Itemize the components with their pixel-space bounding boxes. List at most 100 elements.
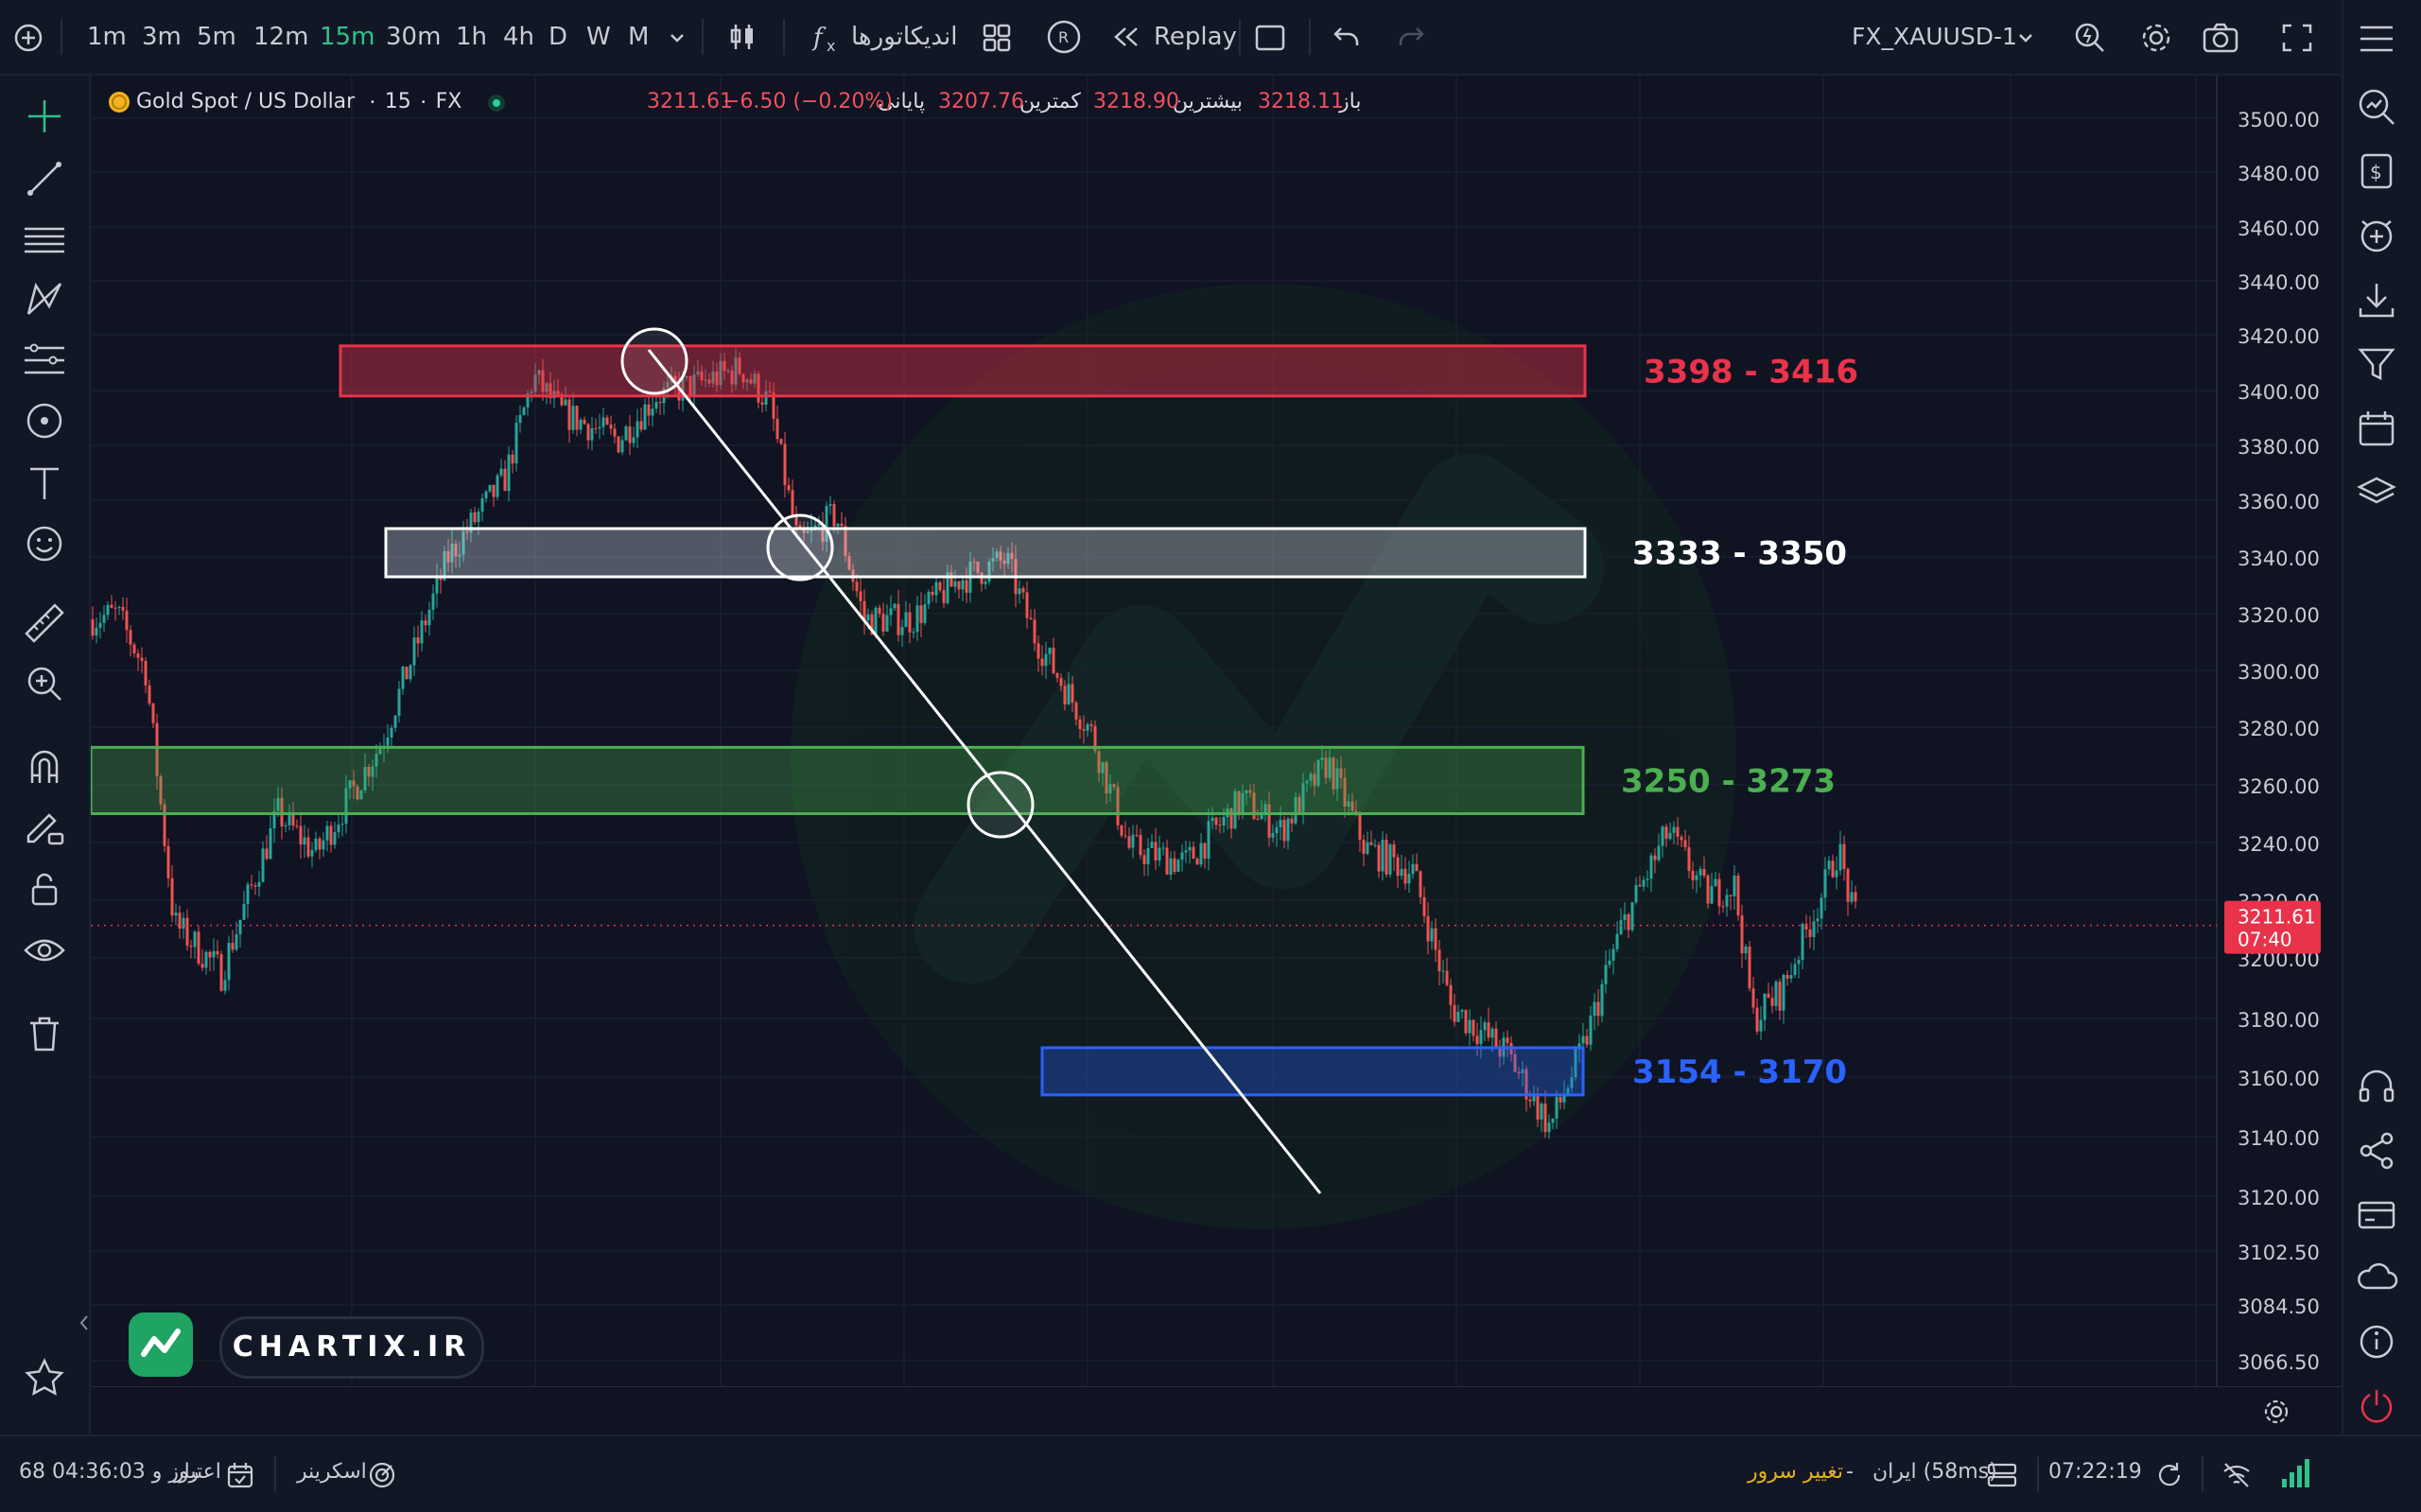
indicators-button[interactable]: اندیکاتورها [851, 23, 958, 51]
refresh-icon[interactable] [2154, 1460, 2185, 1490]
fib-icon[interactable] [21, 337, 68, 384]
symbol-selector[interactable]: FX_XAUUSD-1 [1852, 23, 2017, 50]
trend-line-icon[interactable] [21, 155, 68, 202]
timeframe-5m[interactable]: 5m [197, 23, 236, 51]
candle [1551, 1118, 1555, 1123]
redo-icon[interactable] [1396, 23, 1426, 51]
replay-button[interactable]: Replay [1154, 23, 1237, 51]
camera-icon[interactable] [2202, 21, 2239, 55]
emoji-icon[interactable] [21, 520, 68, 567]
download-icon[interactable] [2353, 276, 2400, 323]
lock-icon[interactable] [21, 866, 68, 913]
zoom-in-icon[interactable] [21, 660, 68, 707]
card-icon[interactable] [2353, 1191, 2400, 1239]
text-icon[interactable] [21, 460, 68, 507]
timeframe-30m[interactable]: 30m [386, 23, 442, 51]
info-icon[interactable] [2353, 1318, 2400, 1365]
trash-icon[interactable] [21, 1010, 68, 1057]
zone-rectangle[interactable] [1040, 1046, 1585, 1097]
fullscreen-icon[interactable] [2281, 23, 2313, 53]
headset-icon[interactable] [2353, 1063, 2400, 1110]
candle [499, 468, 503, 476]
filter-icon[interactable] [2353, 340, 2400, 388]
touch-point-circle[interactable] [766, 513, 834, 582]
layers-icon[interactable] [2353, 469, 2400, 516]
menu-icon[interactable] [2353, 15, 2400, 62]
axis-settings-gear-icon[interactable] [2262, 1398, 2290, 1426]
candle-type-icon[interactable] [726, 21, 758, 53]
zone-rectangle[interactable] [339, 344, 1587, 398]
eye-icon[interactable] [21, 927, 68, 974]
dollar-icon[interactable]: $ [2353, 148, 2400, 195]
r-badge-icon[interactable]: R [1046, 19, 1082, 55]
server-icon[interactable] [1986, 1460, 2018, 1490]
candle [1698, 869, 1702, 876]
power-icon[interactable] [2353, 1382, 2400, 1430]
candle [477, 511, 480, 523]
calendar-icon[interactable] [2353, 405, 2400, 452]
share-icon[interactable] [2353, 1127, 2400, 1174]
timeframe-1h[interactable]: 1h [456, 23, 488, 51]
magnet-icon[interactable] [21, 743, 68, 791]
cloud-icon[interactable] [2353, 1254, 2400, 1301]
candle [359, 790, 363, 800]
candle [1422, 896, 1426, 916]
add-alert-icon[interactable] [2353, 212, 2400, 259]
timeframe-4h[interactable]: 4h [503, 23, 535, 51]
undo-icon[interactable] [1332, 23, 1362, 51]
symbol-name[interactable]: Gold Spot / US Dollar [136, 90, 356, 113]
price-chart[interactable]: 3398 - 3416 3333 - 3350 3250 - 3273 3154 - … [91, 76, 2342, 1387]
price-tick-label: 3300.00 [2238, 661, 2320, 684]
star-icon[interactable] [21, 1354, 68, 1401]
horizontal-lines-icon[interactable] [21, 216, 68, 263]
zone-rectangle[interactable] [384, 527, 1587, 579]
timeframe-12m[interactable]: 12m [253, 23, 309, 51]
candle [159, 776, 163, 805]
circle-target-icon[interactable] [21, 397, 68, 444]
candle [545, 383, 549, 392]
collapse-arrow-icon[interactable] [78, 1312, 91, 1333]
screener-label[interactable]: اسکرینر [297, 1460, 367, 1484]
candle [1785, 974, 1789, 979]
server-change-link[interactable]: تغییر سرور [1748, 1460, 1843, 1484]
trend-line-drawing[interactable] [620, 327, 1322, 1194]
trend-line[interactable] [647, 349, 1322, 1194]
candle [598, 426, 601, 429]
candle [1816, 918, 1820, 922]
pattern-icon[interactable] [21, 276, 68, 323]
candle [340, 824, 344, 826]
layout-grid-icon[interactable] [982, 23, 1012, 53]
timeframe-3m[interactable]: 3m [142, 23, 182, 51]
timeframe-m[interactable]: M [628, 23, 650, 51]
wifi-off-icon[interactable] [2221, 1460, 2253, 1490]
gear-icon[interactable] [2139, 21, 2173, 55]
candle [586, 424, 590, 441]
timeframe-15m[interactable]: 15m [320, 23, 375, 51]
price-tick-label: 3440.00 [2238, 271, 2320, 294]
timeframe-w[interactable]: W [586, 23, 611, 51]
search-chart-icon[interactable] [2353, 83, 2400, 130]
timeframe-1m[interactable]: 1m [87, 23, 127, 51]
replay-icon[interactable] [1112, 25, 1141, 49]
zone-rectangle[interactable] [91, 745, 1585, 815]
radar-icon[interactable] [367, 1460, 397, 1490]
pencil-lock-icon[interactable] [21, 804, 68, 851]
candle [431, 593, 435, 610]
add-symbol-icon[interactable] [13, 23, 44, 53]
timeframe-d[interactable]: D [549, 23, 568, 51]
ruler-icon[interactable] [21, 600, 68, 647]
chevron-down-icon[interactable] [2016, 30, 2035, 45]
touch-point-circle[interactable] [620, 327, 688, 395]
timeframe-dropdown-icon[interactable] [668, 30, 687, 45]
candle [412, 637, 416, 666]
calendar-check-icon[interactable] [225, 1460, 255, 1490]
candle [1142, 855, 1146, 865]
candle [1112, 784, 1116, 788]
candle [1381, 840, 1385, 872]
touch-point-circle[interactable] [967, 771, 1035, 839]
quick-search-icon[interactable] [2073, 21, 2107, 55]
rectangle-icon[interactable] [1254, 23, 1286, 53]
candle [1797, 960, 1801, 965]
crosshair-icon[interactable] [21, 93, 68, 140]
